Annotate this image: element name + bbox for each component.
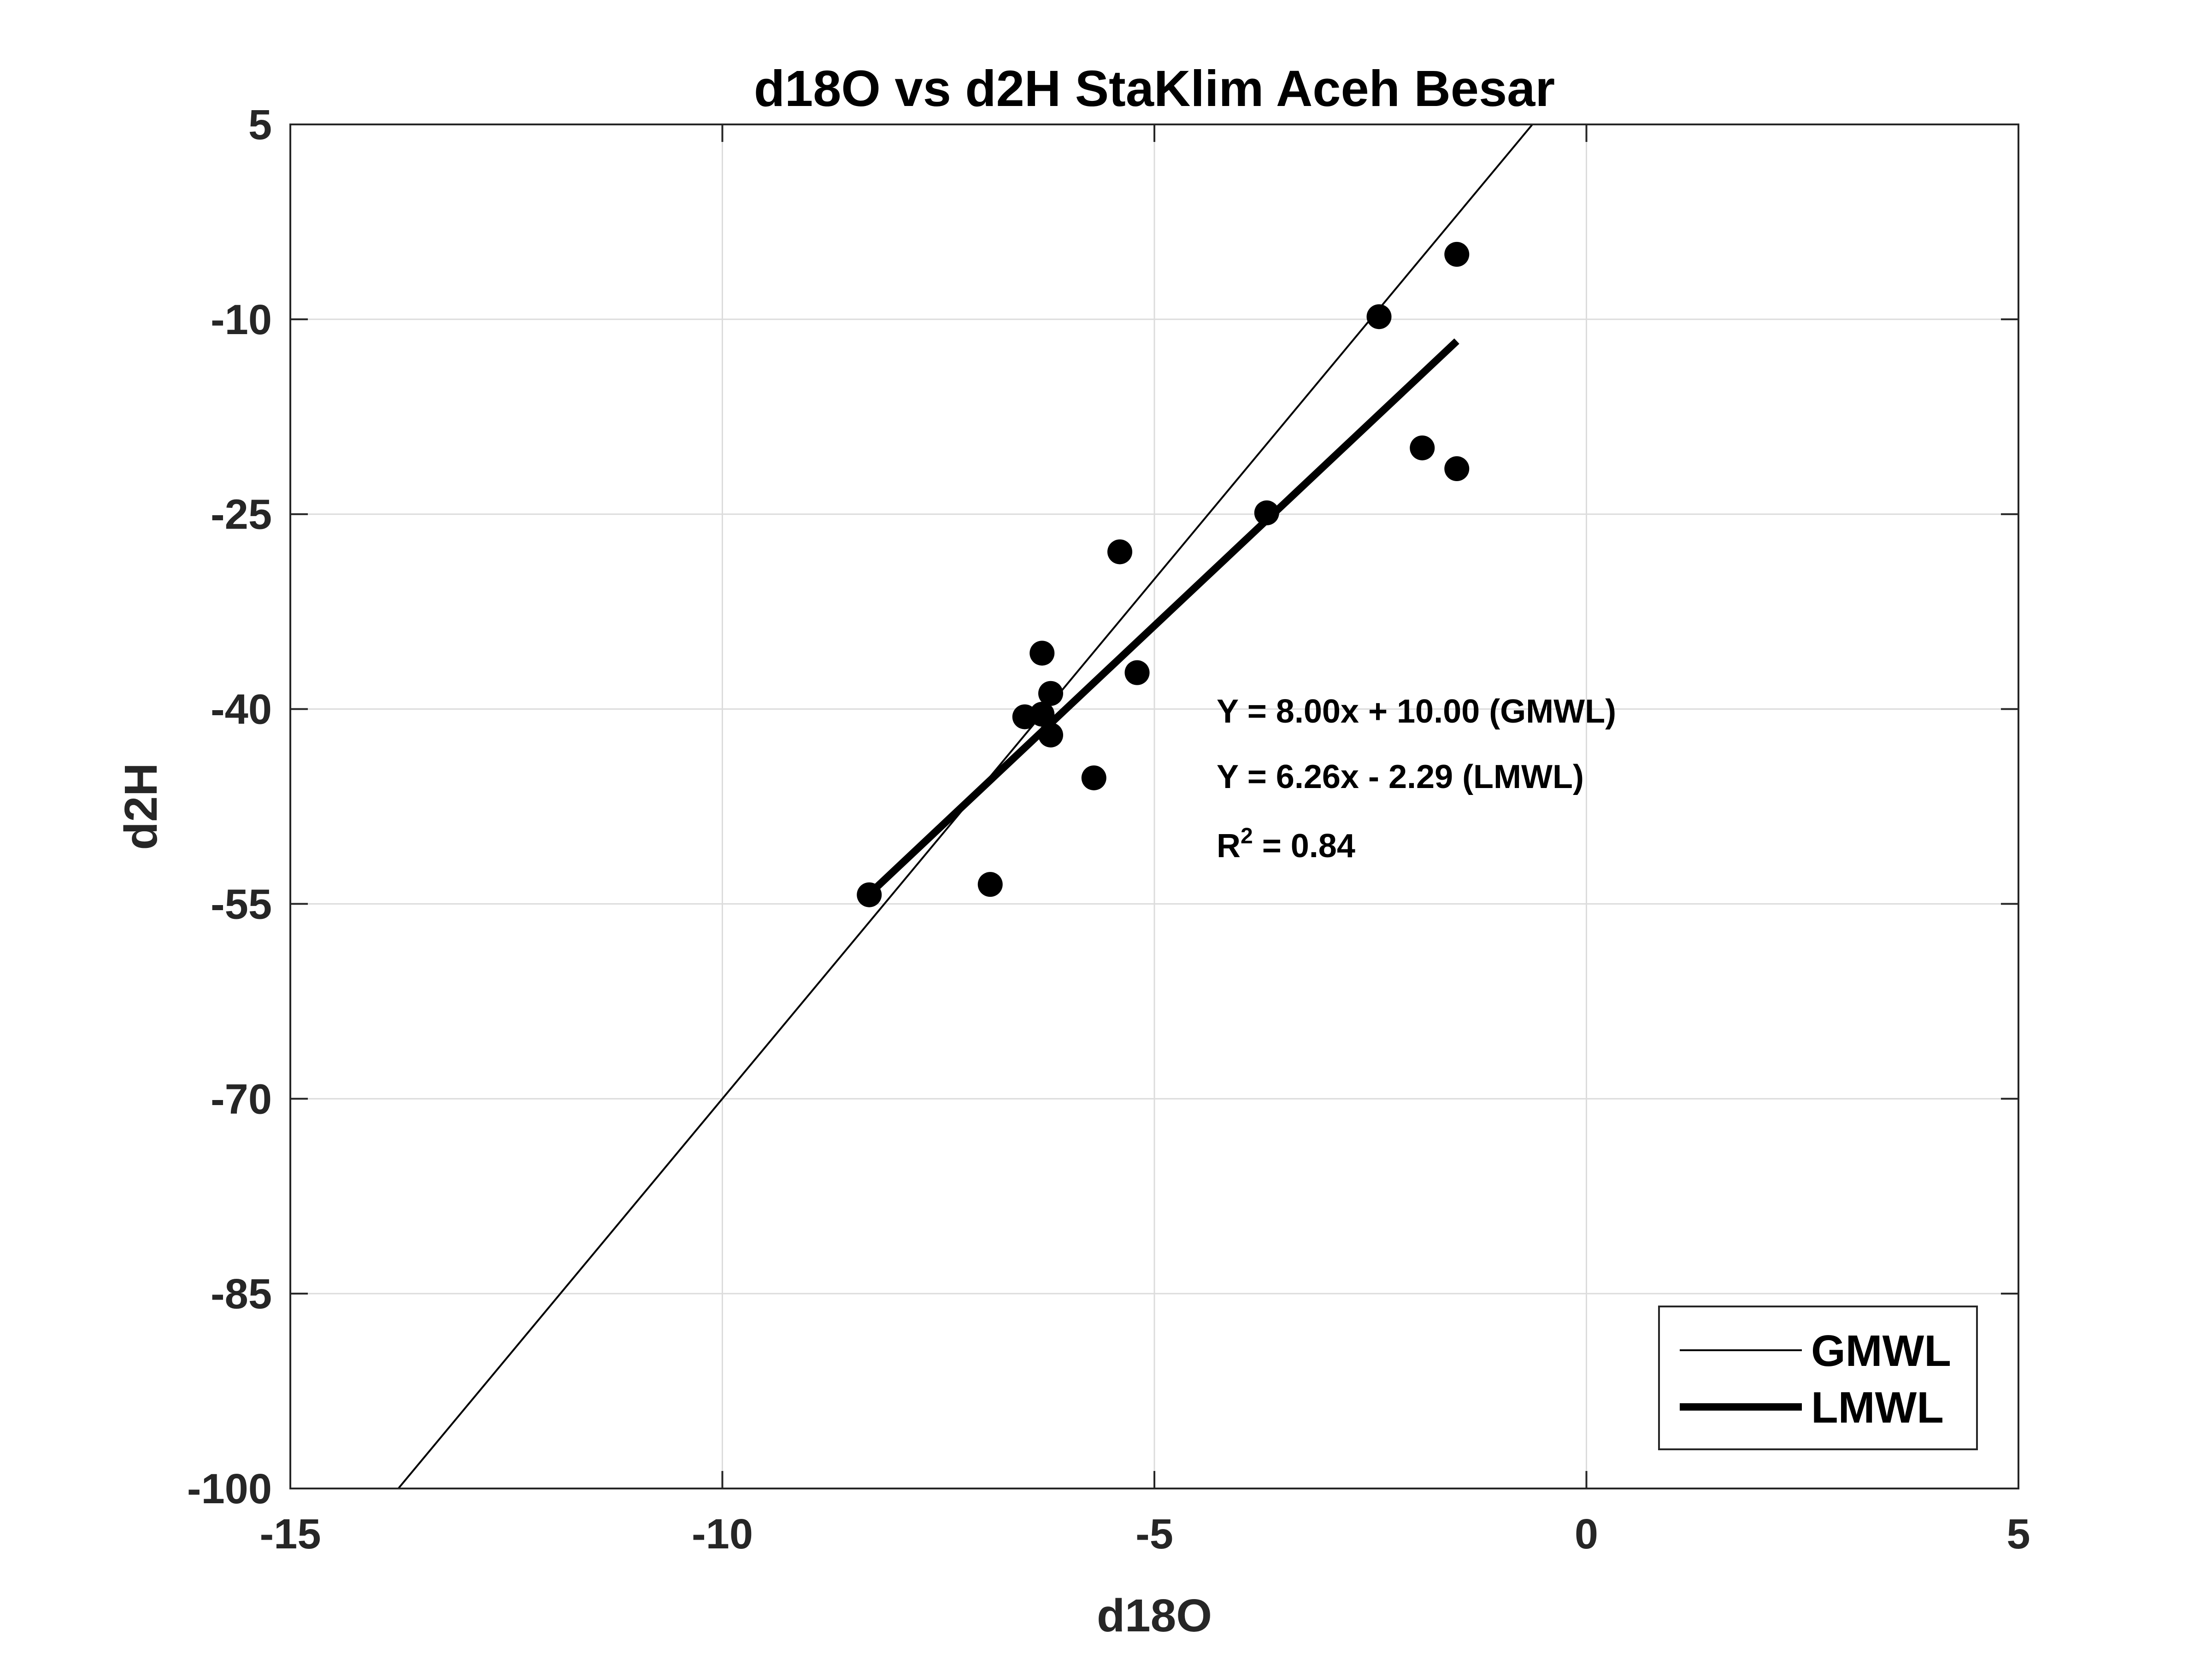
data-points bbox=[857, 241, 1470, 907]
r-squared-annotation: R2 = 0.84 bbox=[1217, 824, 1355, 865]
x-tick-labels: -15 -10 -5 0 5 bbox=[260, 1511, 2030, 1558]
r-squared-superscript: 2 bbox=[1241, 824, 1253, 848]
y-tick-label: -70 bbox=[211, 1076, 272, 1123]
r-squared-symbol: R bbox=[1217, 828, 1241, 865]
y-tick-labels: -100 -85 -70 -55 -40 -25 -10 5 bbox=[187, 101, 272, 1512]
axis-ticks bbox=[289, 124, 2019, 1489]
data-point bbox=[1038, 722, 1063, 747]
x-tick-label: -5 bbox=[1135, 1511, 1173, 1558]
data-point bbox=[857, 882, 882, 907]
data-point bbox=[1366, 304, 1392, 329]
data-point bbox=[1124, 660, 1150, 685]
y-axis-label: d2H bbox=[115, 763, 167, 850]
data-point bbox=[1444, 456, 1470, 482]
chart-title: d18O vs d2H StaKlim Aceh Besar bbox=[754, 60, 1555, 117]
lmwl-line-group bbox=[866, 338, 1459, 897]
y-tick-label: -25 bbox=[211, 491, 272, 538]
legend-label-lmwl: LMWL bbox=[1811, 1383, 1944, 1432]
lmwl-equation: Y = 6.26x - 2.29 (LMWL) bbox=[1217, 759, 1584, 795]
data-point bbox=[1444, 241, 1470, 267]
gmwl-line-group bbox=[397, 124, 1534, 1488]
legend-label-gmwl: GMWL bbox=[1811, 1326, 1951, 1376]
y-tick-label: 5 bbox=[248, 101, 272, 148]
data-point bbox=[977, 872, 1003, 897]
gmwl-equation: Y = 8.00x + 10.00 (GMWL) bbox=[1217, 693, 1616, 730]
data-point bbox=[1410, 435, 1435, 460]
y-tick-label: -55 bbox=[211, 881, 272, 928]
data-point bbox=[1254, 500, 1279, 525]
data-point bbox=[1038, 681, 1063, 706]
y-tick-label: -85 bbox=[211, 1271, 272, 1318]
legend-box bbox=[1658, 1306, 1978, 1450]
y-tick-label: -10 bbox=[211, 296, 272, 343]
x-tick-label: -10 bbox=[692, 1511, 753, 1558]
data-point bbox=[1107, 539, 1132, 565]
y-tick-label: -40 bbox=[211, 686, 272, 733]
x-tick-label: -15 bbox=[260, 1511, 321, 1558]
data-point bbox=[1081, 765, 1106, 790]
data-point bbox=[1030, 701, 1055, 727]
x-tick-label: 0 bbox=[1575, 1511, 1598, 1558]
x-tick-label: 5 bbox=[2006, 1511, 2030, 1558]
gmwl-line bbox=[397, 124, 1534, 1488]
data-point bbox=[1030, 641, 1055, 666]
legend: GMWL LMWL bbox=[1658, 1306, 1978, 1450]
grid bbox=[290, 124, 2018, 1488]
r-squared-value: = 0.84 bbox=[1253, 828, 1355, 865]
x-axis-label: d18O bbox=[1097, 1590, 1212, 1641]
y-tick-label: -100 bbox=[187, 1465, 272, 1512]
lmwl-line bbox=[866, 338, 1459, 897]
